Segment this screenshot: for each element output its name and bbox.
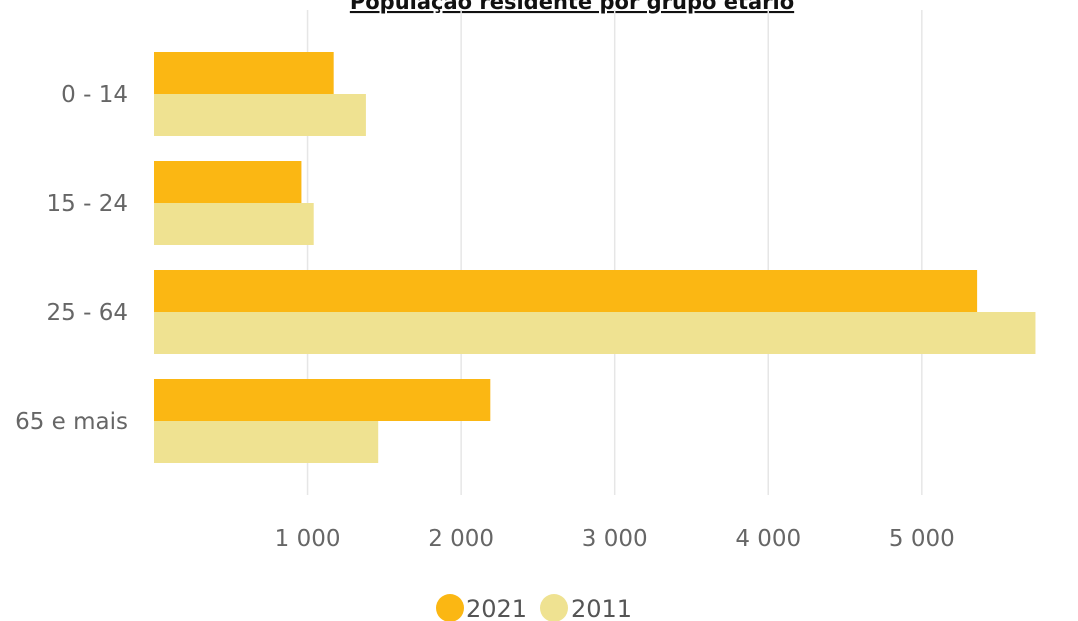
legend-item-2011[interactable]: 2011 [540, 594, 632, 621]
bar-2021-65emais[interactable] [154, 379, 491, 421]
bar-2021-0-14[interactable] [154, 52, 334, 94]
bar-2011-25-64[interactable] [154, 312, 1036, 354]
x-axis-tick-labels: 1 000 2 000 3 000 4 000 5 000 [275, 526, 955, 552]
category-label: 25 - 64 [47, 300, 128, 326]
legend-label: 2011 [571, 595, 632, 621]
bar-2011-65emais[interactable] [154, 421, 379, 463]
x-tick-label: 2 000 [428, 526, 494, 552]
bar-2011-15-24[interactable] [154, 203, 314, 245]
gridlines [306, 10, 923, 495]
bar-2021-15-24[interactable] [154, 161, 302, 203]
category-label: 0 - 14 [61, 82, 128, 108]
x-tick-label: 1 000 [275, 526, 341, 552]
legend-label: 2021 [466, 595, 527, 621]
x-tick-label: 5 000 [889, 526, 955, 552]
legend-swatch-2021 [436, 594, 464, 621]
category-label: 65 e mais [15, 409, 128, 435]
category-label: 15 - 24 [47, 191, 128, 217]
x-tick-label: 4 000 [735, 526, 801, 552]
legend-swatch-2011 [540, 594, 568, 621]
x-tick-label: 3 000 [582, 526, 648, 552]
bars [154, 52, 1036, 463]
chart-title: População residente por grupo etário [350, 0, 794, 14]
legend-item-2021[interactable]: 2021 [436, 594, 527, 621]
category-labels: 0 - 14 15 - 24 25 - 64 65 e mais [15, 82, 128, 435]
bar-2021-25-64[interactable] [154, 270, 978, 312]
bar-2011-0-14[interactable] [154, 94, 366, 136]
legend[interactable]: 2021 2011 [436, 594, 632, 621]
